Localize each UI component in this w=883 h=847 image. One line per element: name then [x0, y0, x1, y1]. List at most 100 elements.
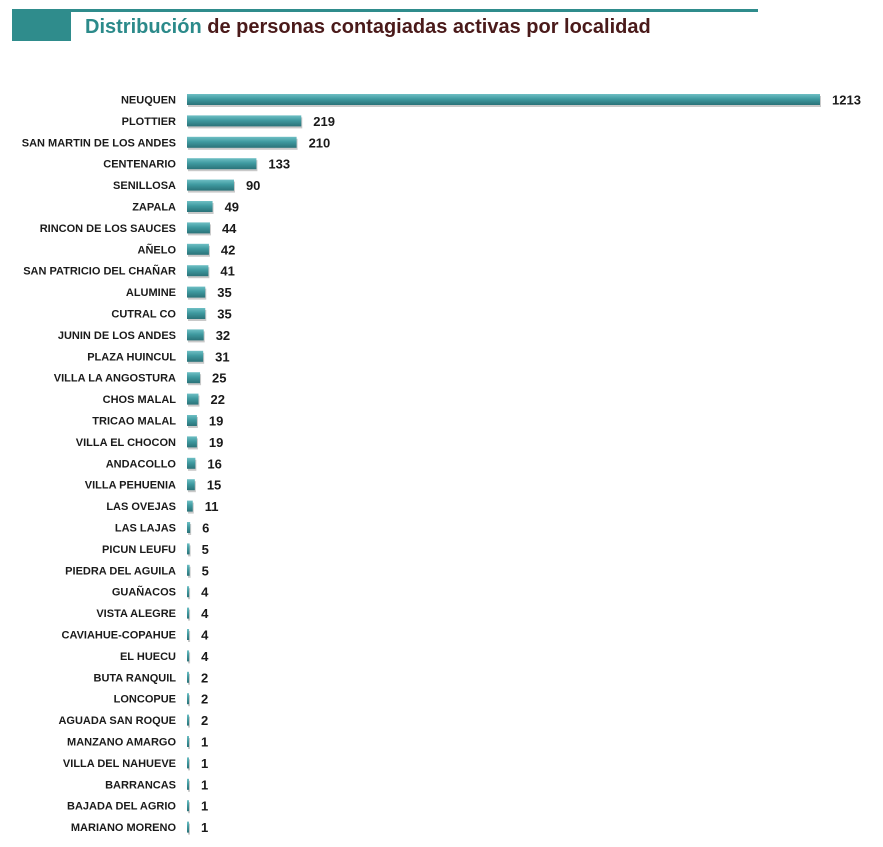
bar — [187, 693, 189, 705]
data-label: 5 — [202, 563, 209, 578]
bar — [187, 222, 210, 234]
category-label: GUAÑACOS — [112, 586, 176, 599]
bar — [187, 436, 197, 448]
bar — [187, 393, 199, 405]
bar — [187, 736, 189, 747]
data-label: 35 — [217, 285, 231, 300]
data-label: 210 — [309, 135, 331, 150]
chart-title: Distribución de personas contagiadas act… — [85, 16, 651, 39]
data-label: 4 — [201, 606, 209, 621]
bar — [187, 372, 201, 384]
category-label: BARRANCAS — [105, 779, 176, 791]
data-label: 2 — [201, 692, 208, 707]
title-accent-block — [12, 9, 71, 41]
category-label: VILLA DEL NAHUEVE — [63, 758, 176, 770]
bar — [187, 94, 820, 105]
category-label: SAN PATRICIO DEL CHAÑAR — [23, 265, 176, 278]
category-label: LAS LAJAS — [115, 523, 176, 535]
category-label: EL HUECU — [120, 651, 176, 663]
data-label: 31 — [215, 349, 229, 364]
bar — [187, 136, 297, 148]
category-label: AGUADA SAN ROQUE — [58, 715, 176, 727]
category-label: NEUQUEN — [121, 95, 176, 107]
data-label: 2 — [201, 670, 208, 685]
category-label: AÑELO — [138, 243, 177, 256]
bar — [187, 265, 209, 277]
bar — [187, 800, 189, 812]
category-label: CENTENARIO — [103, 159, 176, 171]
data-label: 133 — [268, 157, 290, 172]
data-label: 44 — [222, 221, 237, 236]
data-label: 1213 — [832, 93, 861, 108]
bar — [187, 479, 195, 491]
title-part-1: Distribución — [85, 16, 202, 38]
data-label: 25 — [212, 371, 226, 386]
bar — [187, 821, 189, 833]
bar — [187, 586, 190, 598]
data-label: 32 — [216, 328, 230, 343]
bar — [187, 522, 191, 533]
bar — [187, 308, 206, 319]
bar — [187, 286, 206, 298]
data-label: 19 — [209, 414, 223, 429]
bar — [187, 457, 196, 469]
bar — [187, 564, 190, 576]
category-label: PLOTTIER — [122, 116, 176, 128]
data-label: 1 — [201, 820, 208, 835]
title-part-2: de personas contagiadas activas por loca… — [207, 16, 651, 38]
category-label: VISTA ALEGRE — [96, 608, 176, 620]
data-label: 4 — [201, 649, 209, 664]
category-label: SENILLOSA — [113, 180, 176, 192]
data-label: 41 — [220, 264, 234, 279]
bar — [187, 650, 190, 662]
data-label: 219 — [313, 114, 335, 129]
bar — [187, 500, 193, 512]
category-label: ZAPALA — [132, 202, 176, 214]
bar — [187, 714, 189, 726]
category-label: VILLA PEHUENIA — [85, 480, 176, 492]
bar — [187, 115, 302, 127]
category-label: CUTRAL CO — [111, 309, 176, 321]
bar — [187, 158, 257, 170]
data-label: 5 — [202, 542, 209, 557]
category-label: LONCOPUE — [114, 694, 176, 706]
data-label: 22 — [210, 392, 224, 407]
data-label: 1 — [201, 777, 208, 792]
bar — [187, 350, 204, 362]
data-label: 6 — [202, 521, 209, 536]
bar — [187, 329, 204, 341]
category-label: CAVIAHUE-COPAHUE — [62, 630, 177, 642]
bar — [187, 607, 190, 619]
category-label: MARIANO MORENO — [71, 822, 177, 834]
data-label: 49 — [225, 200, 239, 215]
bar — [187, 179, 234, 191]
category-label: LAS OVEJAS — [106, 501, 176, 513]
category-label: SAN MARTIN DE LOS ANDES — [22, 137, 176, 149]
category-label: BAJADA DEL AGRIO — [67, 801, 176, 813]
bar — [187, 757, 189, 769]
data-label: 4 — [201, 628, 209, 643]
bar — [187, 778, 189, 790]
category-label: ALUMINE — [126, 287, 176, 299]
bar — [187, 543, 190, 555]
category-label: BUTA RANQUIL — [94, 672, 177, 684]
category-label: VILLA LA ANGOSTURA — [54, 373, 176, 385]
data-label: 35 — [217, 307, 231, 322]
category-label: PLAZA HUINCUL — [87, 351, 176, 363]
data-label: 4 — [201, 585, 209, 600]
bar — [187, 415, 197, 426]
data-label: 19 — [209, 435, 223, 450]
data-label: 1 — [201, 735, 208, 750]
data-label: 15 — [207, 478, 221, 493]
bar — [187, 243, 209, 255]
category-label: PICUN LEUFU — [102, 544, 176, 556]
category-label: MANZANO AMARGO — [67, 737, 176, 749]
bar — [187, 201, 213, 212]
category-label: TRICAO MALAL — [92, 416, 176, 428]
data-label: 90 — [246, 178, 260, 193]
data-label: 2 — [201, 713, 208, 728]
data-label: 1 — [201, 756, 208, 771]
data-label: 42 — [221, 242, 235, 257]
category-label: PIEDRA DEL AGUILA — [65, 565, 176, 577]
